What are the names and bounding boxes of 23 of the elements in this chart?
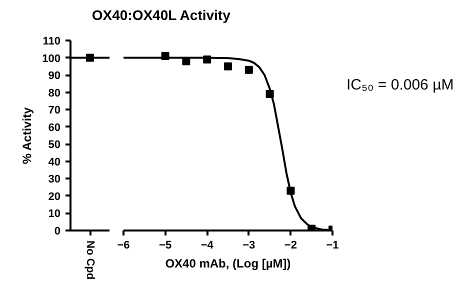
y-axis-title: % Activity <box>20 106 34 164</box>
x-tick-label: −4 <box>200 240 214 252</box>
y-tick-label: 50 <box>48 139 61 152</box>
y-tick-label: 100 <box>42 52 61 65</box>
y-tick-label: 60 <box>48 122 61 134</box>
y-tick-label: 40 <box>48 156 61 168</box>
y-tick-label: 30 <box>48 174 61 186</box>
y-tick-label: 70 <box>48 104 61 117</box>
x-tick-label: −6 <box>117 240 130 252</box>
y-tick-label: 0 <box>54 226 61 238</box>
x-tick-label: −1 <box>326 240 339 252</box>
y-tick-label: 80 <box>48 87 61 100</box>
chart-title: OX40:OX40L Activity <box>92 7 231 23</box>
x-axis-title: OX40 mAb, (Log [µM]) <box>165 256 291 270</box>
x-tick-label: No Cpd <box>84 240 96 280</box>
y-tick-label: 110 <box>42 36 61 48</box>
x-tick-label: −2 <box>284 240 297 252</box>
x-tick-label: −3 <box>242 240 256 252</box>
text: IC₅₀ = 0.006 µM <box>346 76 454 94</box>
y-tick-label: 90 <box>48 70 61 82</box>
y-tick-label: 10 <box>48 208 61 220</box>
y-tick-label: 20 <box>48 190 61 203</box>
x-tick-label: −5 <box>159 240 172 252</box>
